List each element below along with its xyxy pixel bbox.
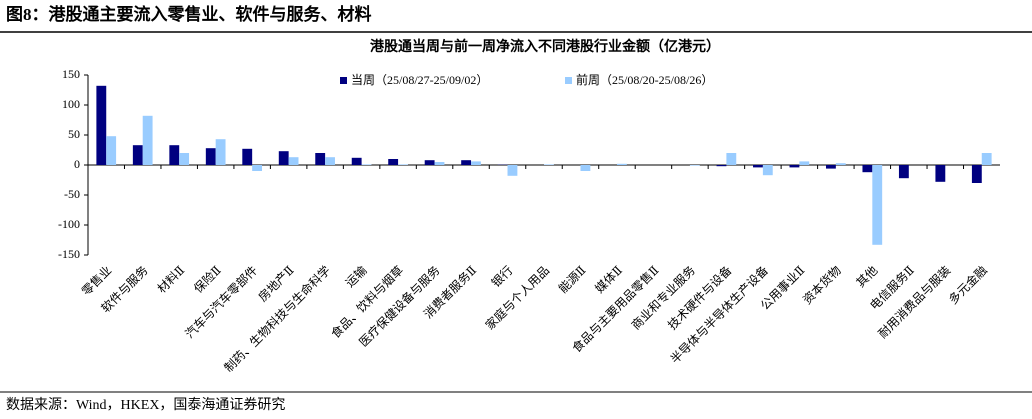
bar	[132, 145, 143, 165]
y-tick-label: 100	[62, 97, 80, 111]
bar	[471, 161, 481, 165]
bar	[361, 164, 372, 165]
bar	[898, 165, 909, 179]
bar	[935, 165, 946, 182]
bar	[388, 159, 399, 165]
x-tick-label: 媒体Ⅱ	[592, 263, 625, 296]
x-tick-label: 技术硬件与设备	[665, 263, 734, 332]
y-tick-label: -150	[58, 247, 80, 261]
chart-title: 港股通当周与前一周净流入不同港股行业金额（亿港元）	[370, 38, 720, 55]
x-tick-label: 能源Ⅱ	[556, 263, 589, 296]
bar	[753, 165, 763, 168]
bar	[169, 145, 180, 165]
bar	[215, 139, 226, 165]
y-tick-label: 0	[74, 157, 80, 171]
bar	[762, 165, 773, 176]
bar	[106, 136, 117, 165]
source-note: 数据来源：Wind，HKEX，国泰海通证券研究	[6, 397, 285, 413]
legend-swatch	[565, 77, 572, 84]
bar	[96, 85, 107, 165]
bar	[580, 165, 591, 171]
x-tick-label: 材料Ⅱ	[155, 263, 188, 296]
bar	[179, 153, 190, 165]
bar	[544, 164, 554, 165]
bar	[716, 165, 727, 167]
y-tick-label: 150	[62, 67, 80, 81]
y-tick-label: 50	[68, 127, 80, 141]
legend-swatch	[340, 77, 347, 84]
x-tick-label: 保险Ⅱ	[190, 262, 223, 295]
bar	[278, 151, 289, 165]
x-tick-label: 其他	[854, 263, 881, 290]
bar	[862, 165, 873, 173]
bar	[507, 165, 518, 176]
bar	[825, 165, 836, 169]
legend-label: 前周（25/08/20-25/08/26）	[576, 72, 713, 87]
bar	[252, 165, 263, 171]
bar	[835, 163, 846, 165]
y-tick-label: -100	[58, 217, 80, 231]
bar	[315, 153, 326, 165]
bar	[325, 157, 335, 165]
bar	[461, 160, 472, 165]
x-tick-label: 商业和专业服务	[628, 262, 698, 332]
bar	[981, 153, 992, 165]
bar	[424, 160, 435, 165]
x-tick-label: 家庭与个人用品	[482, 262, 552, 332]
x-tick-label: 银行	[489, 263, 516, 290]
bar	[242, 148, 253, 165]
bar	[351, 157, 362, 165]
bar	[288, 157, 299, 165]
x-tick-label: 资本货物	[799, 262, 844, 307]
bar	[799, 161, 810, 165]
legend-label: 当周（25/08/27-25/09/02）	[351, 73, 488, 87]
bar	[616, 163, 627, 165]
bar	[789, 165, 800, 168]
bar	[689, 165, 700, 166]
bar	[142, 115, 153, 165]
bar	[398, 164, 408, 165]
bar	[726, 153, 737, 165]
figure-title: 图8：港股通主要流入零售业、软件与服务、材料	[6, 4, 372, 24]
x-tick-label: 运输	[342, 262, 370, 290]
x-tick-label: 零售业	[78, 262, 114, 298]
x-tick-label: 多元金融	[945, 262, 990, 307]
bar	[971, 165, 982, 183]
y-tick-label: -50	[64, 187, 80, 201]
bar	[434, 162, 445, 165]
bar	[872, 165, 883, 245]
bar	[205, 148, 216, 165]
